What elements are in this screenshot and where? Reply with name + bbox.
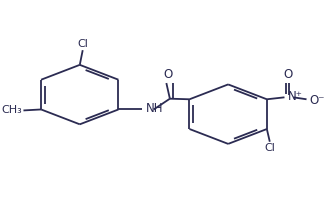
Text: Cl: Cl <box>264 143 275 153</box>
Text: O⁻: O⁻ <box>309 94 325 107</box>
Text: NH: NH <box>146 102 164 115</box>
Text: CH₃: CH₃ <box>1 105 22 115</box>
Text: Cl: Cl <box>77 39 88 49</box>
Text: O: O <box>283 68 292 81</box>
Text: N⁺: N⁺ <box>288 90 302 103</box>
Text: O: O <box>164 68 173 81</box>
